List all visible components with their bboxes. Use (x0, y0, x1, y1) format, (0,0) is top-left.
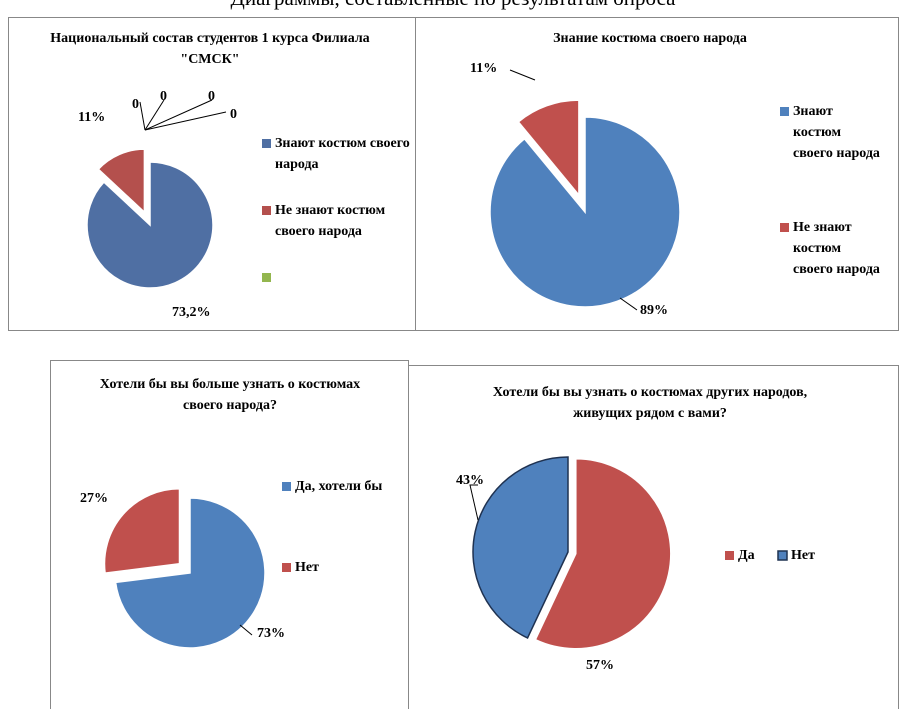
legend-label: Знают костюм своего народа (793, 104, 880, 161)
pie-slice (103, 487, 181, 574)
data-label: 0 (230, 107, 237, 122)
pie-slice (86, 161, 214, 289)
chart-title: Хотели бы вы узнать о костюмах других на… (492, 385, 808, 421)
chart-title: Хотели бы вы больше узнать о костюмах св… (99, 377, 361, 413)
data-label: 73% (257, 626, 285, 641)
pie-slice (97, 148, 146, 214)
legend-swatch (282, 563, 291, 572)
data-label: 57% (586, 658, 614, 673)
data-label: 89% (640, 303, 668, 318)
pie-slice (472, 456, 569, 639)
leader-line (509, 69, 536, 81)
legend-label: Не знают костюм своего народа (793, 220, 880, 277)
chart-title: Знание костюма своего народа (553, 31, 747, 46)
leader-line (144, 111, 227, 131)
chart-title: Национальный состав студентов 1 курса Фи… (50, 31, 370, 67)
data-label: 0 (160, 89, 167, 104)
data-label: 43% (456, 473, 484, 488)
leader-line (139, 101, 146, 131)
heading: Диаграммы, составленные по результатам о… (0, 0, 906, 11)
pie-slice (489, 116, 681, 308)
legend-swatch (282, 482, 291, 491)
data-label: 11% (78, 110, 106, 125)
legend-swatch (262, 273, 271, 282)
legend-label: Нет (295, 560, 319, 575)
legend-label: Нет (791, 548, 815, 563)
data-label: 0 (208, 89, 215, 104)
leader-line (619, 297, 638, 311)
legend-swatch (725, 551, 734, 560)
legend-label: Знают костюм своего народа (275, 136, 410, 172)
legend-label: Да (738, 548, 755, 563)
leader-line (469, 484, 479, 521)
data-label: 0 (132, 97, 139, 112)
legend-label: Да, хотели бы (295, 479, 383, 494)
leader-line (239, 624, 253, 636)
legend-swatch (777, 550, 788, 561)
leader-line (144, 99, 165, 131)
leader-line (144, 99, 213, 131)
legend-swatch (780, 107, 789, 116)
panel-border (415, 17, 899, 331)
legend-swatch (780, 223, 789, 232)
legend-swatch (262, 206, 271, 215)
pie-slice (534, 457, 672, 650)
legend-swatch (262, 139, 271, 148)
data-label: 27% (80, 491, 108, 506)
data-label: 73,2% (172, 305, 211, 320)
pie-slice (517, 99, 580, 198)
panel-border (408, 365, 899, 709)
data-label: 11% (470, 61, 498, 76)
pie-slice (114, 497, 266, 649)
legend-label: Не знают костюм своего народа (275, 203, 386, 239)
